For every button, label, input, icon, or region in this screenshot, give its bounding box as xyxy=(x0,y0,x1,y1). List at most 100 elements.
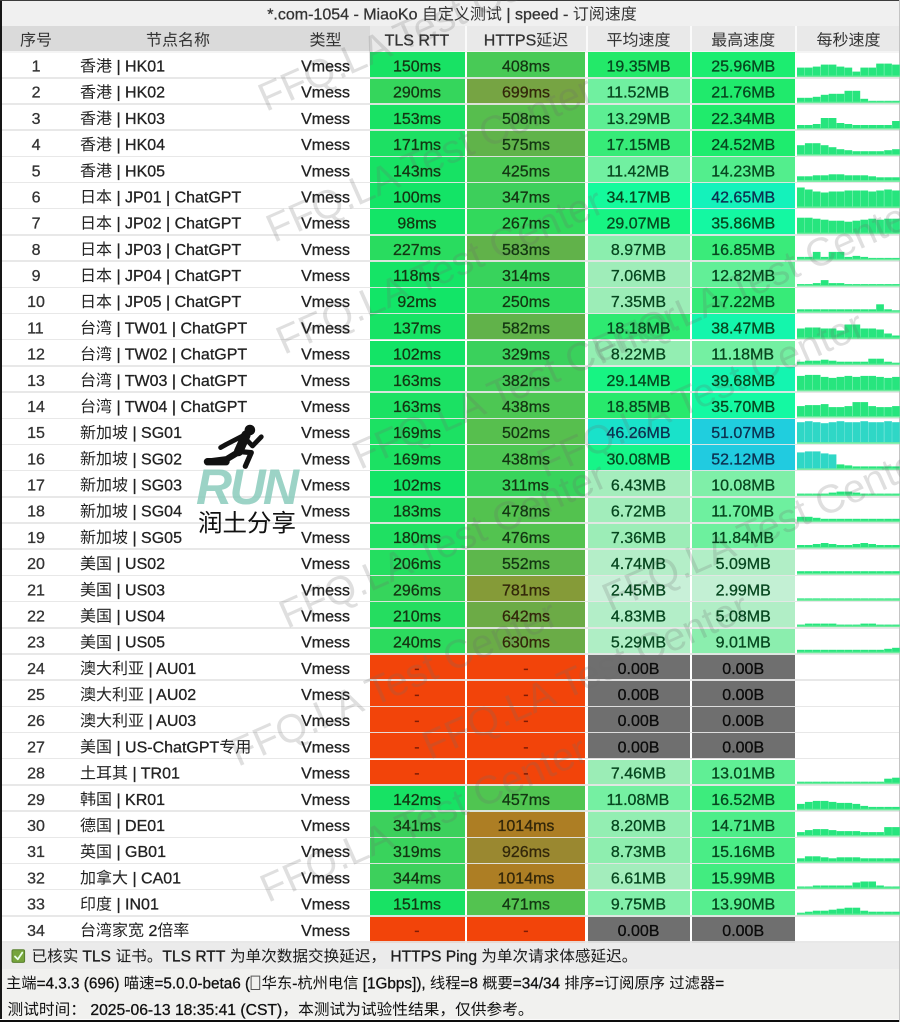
svg-text:502ms: 502ms xyxy=(502,425,550,442)
svg-text:0.00B: 0.00B xyxy=(722,713,764,730)
svg-text:926ms: 926ms xyxy=(502,844,550,861)
svg-text:Vmess: Vmess xyxy=(301,294,350,311)
svg-text:7.06MB: 7.06MB xyxy=(611,268,666,285)
svg-text:52.12MB: 52.12MB xyxy=(711,451,775,468)
svg-text:30: 30 xyxy=(27,818,45,835)
svg-text:Vmess: Vmess xyxy=(301,163,350,180)
svg-text:| IN01: | IN01 xyxy=(112,897,159,914)
svg-text:Vmess: Vmess xyxy=(301,216,350,233)
svg-text:26: 26 xyxy=(27,713,45,730)
svg-text:| HK05: | HK05 xyxy=(112,163,165,180)
svg-text:17.22MB: 17.22MB xyxy=(711,294,775,311)
svg-text:HTTPS Ping: HTTPS Ping xyxy=(386,949,481,966)
svg-text:6.61MB: 6.61MB xyxy=(611,870,666,887)
svg-text:-: - xyxy=(292,975,297,992)
svg-text:382ms: 382ms xyxy=(502,373,550,390)
svg-text:| TR01: | TR01 xyxy=(128,766,180,783)
svg-text:29: 29 xyxy=(27,792,45,809)
svg-text:| JP01 | ChatGPT: | JP01 | ChatGPT xyxy=(112,189,241,206)
svg-text:11.52MB: 11.52MB xyxy=(607,85,670,102)
svg-text:Vmess: Vmess xyxy=(301,792,350,809)
svg-text:46.26MB: 46.26MB xyxy=(607,425,671,442)
svg-text:240ms: 240ms xyxy=(393,635,441,652)
svg-text:| TW02 | ChatGPT: | TW02 | ChatGPT xyxy=(112,347,247,364)
svg-text:Vmess: Vmess xyxy=(301,320,350,337)
svg-text:Vmess: Vmess xyxy=(301,268,350,285)
svg-text:Vmess: Vmess xyxy=(301,687,350,704)
svg-text:Vmess: Vmess xyxy=(301,59,350,76)
svg-text:=: = xyxy=(595,975,604,992)
svg-text:-: - xyxy=(414,687,419,704)
svg-text:102ms: 102ms xyxy=(393,478,441,495)
svg-text:20: 20 xyxy=(27,556,45,573)
svg-text:250ms: 250ms xyxy=(502,294,550,311)
svg-text:11.08MB: 11.08MB xyxy=(607,792,670,809)
svg-text:| HK02: | HK02 xyxy=(112,85,165,102)
svg-text:33: 33 xyxy=(27,897,45,914)
svg-text:137ms: 137ms xyxy=(393,320,441,337)
svg-text:| SG03: | SG03 xyxy=(128,478,182,495)
svg-text:7.36MB: 7.36MB xyxy=(611,530,666,547)
svg-text:| US04: | US04 xyxy=(112,609,165,626)
svg-text:[1Gbps]),: [1Gbps]), xyxy=(359,975,430,992)
svg-text:| US-ChatGPT: | US-ChatGPT xyxy=(112,739,220,756)
svg-text:180ms: 180ms xyxy=(393,530,441,547)
svg-text:21.76MB: 21.76MB xyxy=(711,85,775,102)
svg-text:143ms: 143ms xyxy=(393,163,441,180)
svg-text:TLS RTT: TLS RTT xyxy=(385,33,450,50)
svg-text:14: 14 xyxy=(27,399,45,416)
svg-text:42.65MB: 42.65MB xyxy=(711,189,775,206)
svg-text:| JP02 | ChatGPT: | JP02 | ChatGPT xyxy=(112,216,241,233)
svg-text:98ms: 98ms xyxy=(397,216,436,233)
svg-text:Vmess: Vmess xyxy=(301,739,350,756)
svg-text:18.18MB: 18.18MB xyxy=(607,320,671,337)
svg-text:34.17MB: 34.17MB xyxy=(607,189,671,206)
svg-text:13.90MB: 13.90MB xyxy=(711,897,775,914)
svg-text:18: 18 xyxy=(27,504,45,521)
svg-text:7.35MB: 7.35MB xyxy=(611,294,666,311)
svg-text:2025-06-13 18:35:41 (CST): 2025-06-13 18:35:41 (CST) xyxy=(86,1002,282,1019)
svg-text:408ms: 408ms xyxy=(502,59,550,76)
svg-text:171ms: 171ms xyxy=(393,137,441,154)
svg-text:314ms: 314ms xyxy=(502,268,550,285)
svg-text:34: 34 xyxy=(27,923,45,940)
svg-text:630ms: 630ms xyxy=(502,635,550,652)
svg-text:Vmess: Vmess xyxy=(301,870,350,887)
svg-text:RUN: RUN xyxy=(196,459,300,515)
svg-text:29.14MB: 29.14MB xyxy=(607,373,671,390)
svg-text:29.07MB: 29.07MB xyxy=(607,216,671,233)
svg-text:51.07MB: 51.07MB xyxy=(711,425,775,442)
svg-text:11.70MB: 11.70MB xyxy=(711,504,774,521)
svg-text:-: - xyxy=(523,687,528,704)
svg-text:17.15MB: 17.15MB xyxy=(607,137,671,154)
svg-text:Vmess: Vmess xyxy=(301,242,350,259)
svg-text:| HK03: | HK03 xyxy=(112,111,165,128)
svg-text:Vmess: Vmess xyxy=(301,504,350,521)
svg-text:Vmess: Vmess xyxy=(301,399,350,416)
svg-text:169ms: 169ms xyxy=(393,425,441,442)
svg-text:| AU02: | AU02 xyxy=(144,687,196,704)
svg-text:Vmess: Vmess xyxy=(301,451,350,468)
svg-text:17: 17 xyxy=(27,478,45,495)
svg-text:3: 3 xyxy=(32,111,41,128)
svg-text:425ms: 425ms xyxy=(502,163,550,180)
svg-text:22: 22 xyxy=(27,609,45,626)
svg-text:10: 10 xyxy=(27,294,45,311)
svg-text:Vmess: Vmess xyxy=(301,530,350,547)
svg-text:Vmess: Vmess xyxy=(301,582,350,599)
svg-text:14.71MB: 14.71MB xyxy=(711,818,775,835)
svg-text:311ms: 311ms xyxy=(502,478,549,495)
svg-text:=8: =8 xyxy=(461,975,483,992)
svg-text:| TW03 | ChatGPT: | TW03 | ChatGPT xyxy=(112,373,247,390)
svg-text:25.96MB: 25.96MB xyxy=(711,59,775,76)
svg-text:Vmess: Vmess xyxy=(301,609,350,626)
svg-text:| AU01: | AU01 xyxy=(144,661,196,678)
svg-text:16: 16 xyxy=(27,451,45,468)
svg-text:Vmess: Vmess xyxy=(301,844,350,861)
svg-text:21: 21 xyxy=(27,582,45,599)
svg-text:Vmess: Vmess xyxy=(301,766,350,783)
svg-text:9.75MB: 9.75MB xyxy=(611,897,666,914)
svg-text:142ms: 142ms xyxy=(393,792,441,809)
svg-text:5.09MB: 5.09MB xyxy=(716,556,771,573)
svg-text:23: 23 xyxy=(27,635,45,652)
